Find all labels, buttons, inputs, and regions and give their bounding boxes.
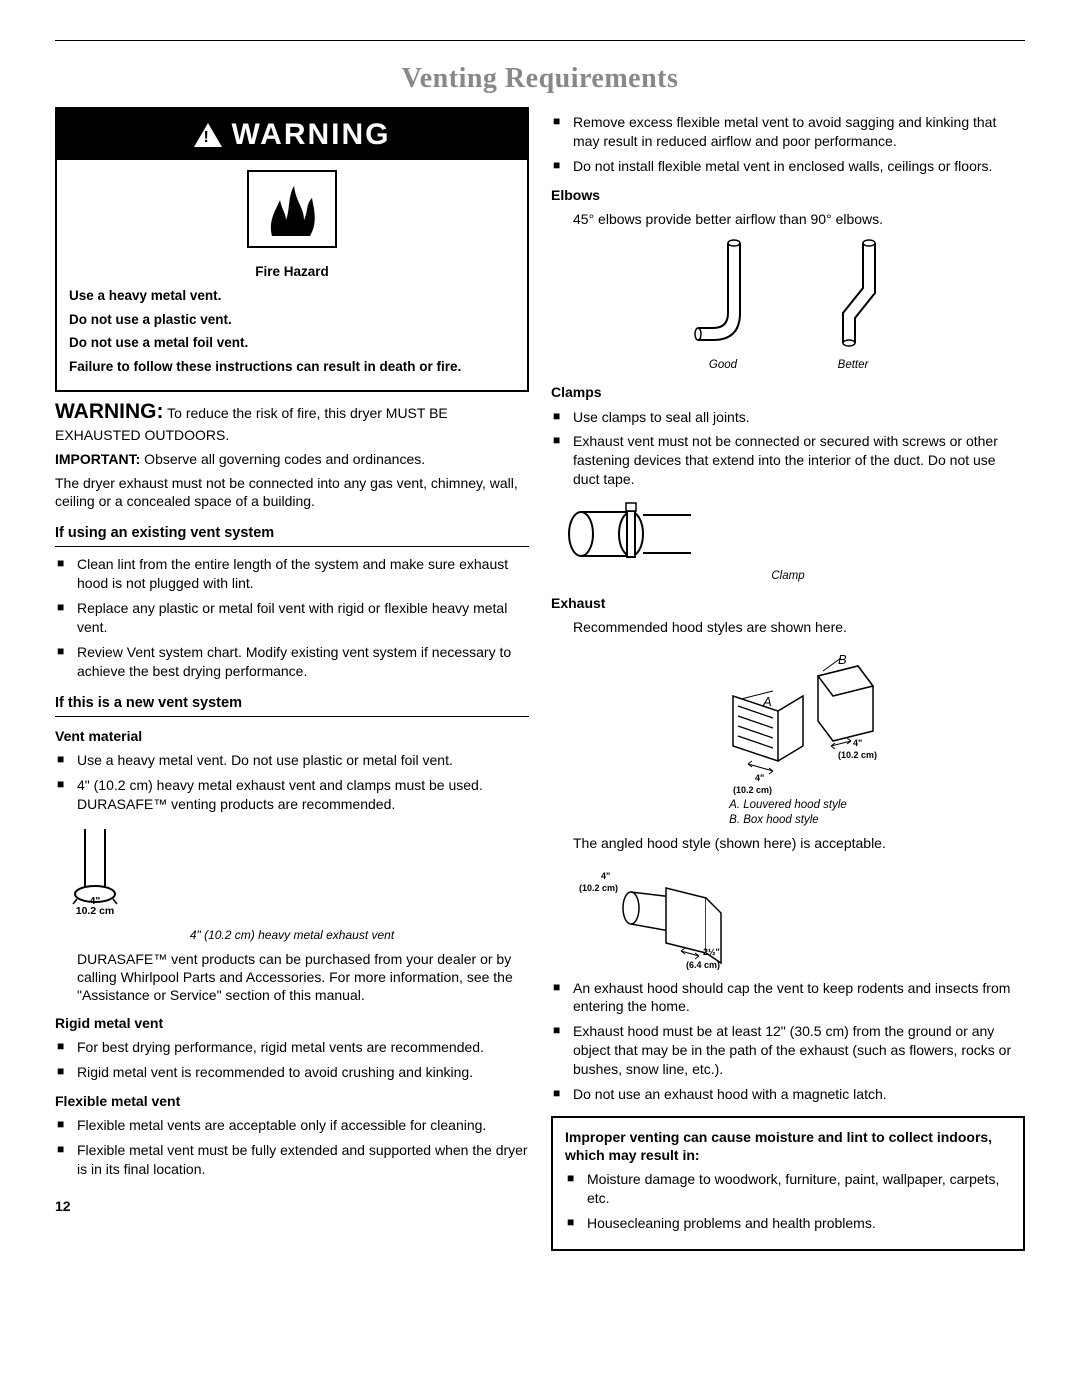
list-item: Exhaust vent must not be connected or se…	[551, 432, 1025, 489]
vent-material-head: Vent material	[55, 727, 529, 745]
svg-text:10.2 cm: 10.2 cm	[76, 905, 115, 917]
elbows-figure: Good Better	[551, 238, 1025, 373]
warning-body: Fire Hazard Use a heavy metal vent. Do n…	[57, 256, 527, 390]
svg-text:(6.4 cm): (6.4 cm)	[686, 960, 720, 970]
top-rule	[55, 40, 1025, 41]
elbow-good-label: Good	[688, 358, 758, 373]
svg-text:(10.2 cm): (10.2 cm)	[579, 883, 618, 893]
vent-material-list: Use a heavy metal vent. Do not use plast…	[55, 751, 529, 814]
list-item: Housecleaning problems and health proble…	[565, 1214, 1011, 1233]
warning-header-text: WARNING	[232, 115, 391, 154]
list-item: 4" (10.2 cm) heavy metal exhaust vent an…	[55, 776, 529, 814]
list-item: Use a heavy metal vent. Do not use plast…	[55, 751, 529, 770]
warning-header: WARNING	[57, 109, 527, 160]
exhaust-head: Exhaust	[551, 594, 1025, 612]
warning-line-0: Use a heavy metal vent.	[69, 286, 515, 306]
clamp-figure: Clamp	[551, 499, 1025, 584]
angled-hood-icon: 4" (10.2 cm) 2½" (6.4 cm)	[551, 863, 751, 973]
warning-lead: WARNING:	[55, 400, 164, 423]
svg-text:(10.2 cm): (10.2 cm)	[733, 785, 772, 795]
warning-box: WARNING Fire Hazard Use a heavy metal ve…	[55, 107, 529, 392]
list-item: Remove excess flexible metal vent to avo…	[551, 113, 1025, 151]
fire-icon	[247, 170, 337, 248]
warning-paragraph: WARNING: To reduce the risk of fire, thi…	[55, 398, 529, 443]
hood-figure: A B 4" (10.2 cm) 4" (10.2 cm) A. Louvere…	[551, 646, 1025, 828]
important-paragraph: IMPORTANT: Observe all governing codes a…	[55, 450, 529, 468]
flexible-head: Flexible metal vent	[55, 1092, 529, 1110]
improper-lead: Improper venting can cause moisture and …	[565, 1128, 1011, 1164]
fire-icon-box	[57, 160, 527, 256]
clamp-icon	[551, 499, 711, 569]
rigid-list: For best drying performance, rigid metal…	[55, 1038, 529, 1082]
hood-legend-a: A. Louvered hood style	[729, 798, 847, 813]
warning-line-3: Failure to follow these instructions can…	[69, 357, 515, 377]
new-vent-head: If this is a new vent system	[55, 694, 529, 717]
vent-pipe-icon: 4" 10.2 cm	[55, 824, 155, 924]
angled-hood-figure: 4" (10.2 cm) 2½" (6.4 cm)	[551, 863, 1025, 973]
important-text: Observe all governing codes and ordinanc…	[140, 451, 425, 467]
fire-hazard-label: Fire Hazard	[69, 262, 515, 282]
list-item: Do not use an exhaust hood with a magnet…	[551, 1085, 1025, 1104]
clamps-head: Clamps	[551, 383, 1025, 401]
existing-vent-list: Clean lint from the entire length of the…	[55, 555, 529, 680]
svg-text:4": 4"	[755, 773, 764, 783]
list-item: Flexible metal vent must be fully extend…	[55, 1141, 529, 1179]
list-item: Flexible metal vents are acceptable only…	[55, 1116, 529, 1135]
list-item: Moisture damage to woodwork, furniture, …	[565, 1170, 1011, 1208]
list-item: Do not install flexible metal vent in en…	[551, 157, 1025, 176]
clamp-caption: Clamp	[551, 569, 1025, 584]
list-item: Replace any plastic or metal foil vent w…	[55, 599, 529, 637]
list-item: Rigid metal vent is recommended to avoid…	[55, 1063, 529, 1082]
improper-list: Moisture damage to woodwork, furniture, …	[565, 1170, 1011, 1233]
elbow-better-label: Better	[818, 358, 888, 373]
elbows-text: 45° elbows provide better airflow than 9…	[551, 210, 1025, 228]
svg-text:4": 4"	[853, 738, 862, 748]
exhaust-list: An exhaust hood should cap the vent to k…	[551, 979, 1025, 1104]
page-number: 12	[55, 1197, 529, 1215]
exhaust-text: Recommended hood styles are shown here.	[551, 618, 1025, 636]
warning-line-1: Do not use a plastic vent.	[69, 310, 515, 330]
vent-figure: 4" 10.2 cm 4" (10.2 cm) heavy metal exha…	[55, 824, 529, 944]
elbow-45-icon	[818, 238, 888, 358]
clamps-list: Use clamps to seal all joints. Exhaust v…	[551, 408, 1025, 490]
important-lead: IMPORTANT:	[55, 451, 140, 467]
svg-text:2½": 2½"	[703, 947, 720, 957]
existing-vent-head: If using an existing vent system	[55, 524, 529, 547]
svg-text:4": 4"	[601, 871, 610, 881]
list-item: Exhaust hood must be at least 12" (30.5 …	[551, 1022, 1025, 1079]
list-item: Use clamps to seal all joints.	[551, 408, 1025, 427]
vent-figure-caption: 4" (10.2 cm) heavy metal exhaust vent	[55, 928, 529, 944]
exhaust-note: The dryer exhaust must not be connected …	[55, 474, 529, 510]
list-item: An exhaust hood should cap the vent to k…	[551, 979, 1025, 1017]
hood-styles-icon: A B 4" (10.2 cm) 4" (10.2 cm)	[673, 646, 903, 796]
right-top-list: Remove excess flexible metal vent to avo…	[551, 113, 1025, 176]
svg-text:(10.2 cm): (10.2 cm)	[838, 750, 877, 760]
list-item: Clean lint from the entire length of the…	[55, 555, 529, 593]
right-column: Remove excess flexible metal vent to avo…	[551, 107, 1025, 1251]
rigid-head: Rigid metal vent	[55, 1014, 529, 1032]
alert-triangle-icon	[194, 123, 222, 147]
hood-legend-b: B. Box hood style	[729, 813, 847, 828]
list-item: Review Vent system chart. Modify existin…	[55, 643, 529, 681]
improper-venting-box: Improper venting can cause moisture and …	[551, 1116, 1025, 1251]
elbows-head: Elbows	[551, 186, 1025, 204]
warning-line-2: Do not use a metal foil vent.	[69, 333, 515, 353]
durasafe-paragraph: DURASAFE™ vent products can be purchased…	[55, 950, 529, 1005]
two-column-layout: WARNING Fire Hazard Use a heavy metal ve…	[55, 107, 1025, 1251]
page-title: Venting Requirements	[55, 61, 1025, 97]
left-column: WARNING Fire Hazard Use a heavy metal ve…	[55, 107, 529, 1251]
angled-text: The angled hood style (shown here) is ac…	[551, 834, 1025, 852]
flexible-list: Flexible metal vents are acceptable only…	[55, 1116, 529, 1179]
list-item: For best drying performance, rigid metal…	[55, 1038, 529, 1057]
elbow-90-icon	[688, 238, 758, 358]
